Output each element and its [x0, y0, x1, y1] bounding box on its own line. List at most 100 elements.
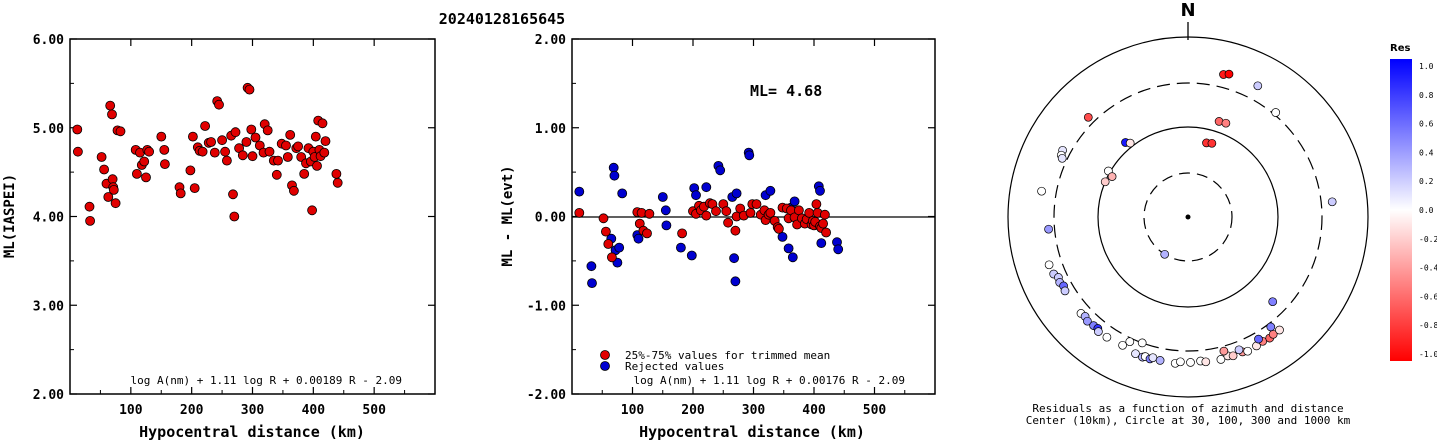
ml-data-point — [115, 126, 126, 137]
ml-distance-y-tick-label: 2.00 — [33, 388, 64, 403]
ring-300km — [1053, 82, 1323, 352]
ml-data-point — [307, 205, 318, 216]
residual-distance-y-tick-label: -1.00 — [527, 299, 566, 314]
ml-data-point — [107, 109, 117, 120]
map-caption-line-1: Residuals as a function of azimuth and d… — [1032, 402, 1343, 415]
ml-data-point — [139, 156, 150, 167]
station-residual-point — [1057, 153, 1067, 163]
ml-data-point — [319, 147, 330, 158]
ml-data-point — [293, 141, 304, 152]
ml-data-point — [84, 201, 95, 212]
station-residual-point — [1243, 346, 1253, 356]
azimuth-residual-points — [1037, 69, 1337, 368]
rejected-point — [574, 186, 585, 197]
station-residual-point — [1176, 357, 1185, 367]
ml-data-point — [281, 140, 291, 151]
ml-distance-points — [72, 82, 343, 226]
rejected-point — [633, 233, 644, 244]
colorbar-tick-label: 0.0 — [1419, 206, 1434, 215]
station-residual-point — [1044, 260, 1054, 270]
rejected-point — [617, 188, 628, 199]
station-residual-point — [1221, 118, 1231, 128]
ml-distance-tick-labels: 100 200 300 400 500 2.00 3.00 4.00 5.00 6.00 — [33, 33, 386, 418]
trimmed-mean-point — [818, 218, 828, 229]
ml-data-point — [230, 127, 241, 138]
station-residual-point — [1271, 108, 1281, 117]
station-residual-point — [1216, 355, 1226, 364]
residual-distance-tick-labels: 100 200 300 400 500 -2.00 -1.00 0.00 1.00 2.00 — [527, 33, 887, 418]
rejected-point — [833, 244, 844, 255]
residual-distance-y-tick-label: 0.00 — [535, 211, 566, 226]
rejected-point — [715, 165, 726, 176]
station-residual-point — [1148, 353, 1158, 363]
station-residual-point — [1060, 286, 1070, 296]
rejected-point — [691, 190, 701, 201]
trimmed-mean-point — [730, 225, 741, 236]
colorbar-tick-label: -0.8 — [1419, 321, 1437, 330]
legend-label-rejected: Rejected values — [625, 360, 724, 373]
trimmed-mean-point — [607, 252, 617, 263]
trimmed-mean-point — [821, 227, 831, 238]
rejected-point — [586, 261, 597, 272]
ml-data-point — [175, 188, 186, 199]
ml-data-point — [197, 146, 208, 157]
rejected-point — [608, 162, 619, 173]
rejected-point — [676, 242, 686, 253]
ml-data-point — [99, 164, 109, 175]
ml-distance-y-tick-label: 5.00 — [33, 122, 64, 137]
ml-data-point — [187, 131, 198, 142]
residual-distance-plot-frame — [571, 38, 936, 395]
rejected-point — [787, 252, 798, 263]
ml-data-point — [320, 136, 331, 147]
ml-data-point — [237, 150, 248, 161]
trimmed-mean-point — [811, 199, 822, 210]
ml-data-point — [246, 124, 257, 135]
station-residual-point — [1228, 351, 1238, 361]
station-residual-point — [1083, 316, 1092, 326]
epicenter-marker — [1185, 214, 1191, 220]
ml-data-point — [103, 192, 114, 202]
ring-30km — [1143, 172, 1233, 262]
station-residual-point — [1125, 138, 1135, 148]
ml-data-point — [250, 132, 261, 143]
ml-data-point — [209, 147, 220, 158]
azimuth-residual-map: N Residuals as a function of azimuth and… — [1007, 0, 1369, 427]
ml-data-point — [108, 184, 119, 195]
ml-data-point — [72, 124, 83, 135]
trimmed-mean-point — [603, 239, 614, 249]
trimmed-mean-point — [774, 223, 784, 234]
ml-distance-x-tick-label: 300 — [241, 403, 265, 418]
residual-distance-x-axis-label: Hypocentral distance (km) — [639, 423, 865, 441]
station-residual-point — [1155, 356, 1165, 365]
ml-data-point — [131, 168, 142, 179]
trimmed-mean-point — [644, 208, 655, 219]
ml-distance-y-tick-label: 3.00 — [33, 299, 64, 314]
colorbar-tick-label: 1.0 — [1419, 62, 1434, 71]
colorbar-scale — [1390, 59, 1412, 361]
ml-distance-annotation: log A(nm) + 1.11 log R + 0.00189 R - 2.0… — [130, 374, 402, 387]
ml-data-point — [262, 125, 273, 136]
ml-distance-x-tick-label: 500 — [362, 403, 386, 418]
station-residual-point — [1266, 322, 1276, 332]
north-label: N — [1180, 0, 1195, 21]
station-residual-point — [1207, 138, 1217, 148]
ml-distance-chart: 100 200 300 400 500 2.00 3.00 4.00 5.00 6.00 log … — [2, 33, 436, 441]
trimmed-mean-point — [701, 210, 712, 221]
ml-distance-x-tick-label: 400 — [302, 403, 326, 418]
ml-distance-y-axis-label: ML(IASPEI) — [2, 174, 18, 258]
station-residual-point — [1102, 332, 1112, 342]
ml-data-point — [332, 177, 343, 188]
ring-100km — [1097, 126, 1279, 308]
ml-data-point — [217, 135, 228, 146]
trimmed-mean-point — [765, 207, 776, 218]
ml-distance-x-tick-label: 200 — [180, 403, 204, 418]
ml-data-point — [85, 215, 95, 226]
legend-marker-rejected — [600, 361, 610, 371]
station-residual-point — [1037, 186, 1046, 196]
residual-distance-y-tick-label: -2.00 — [527, 388, 566, 403]
station-residual-point — [1254, 334, 1263, 344]
ml-data-point — [105, 100, 116, 111]
ml-data-point — [312, 160, 322, 171]
rejected-point — [815, 185, 825, 196]
